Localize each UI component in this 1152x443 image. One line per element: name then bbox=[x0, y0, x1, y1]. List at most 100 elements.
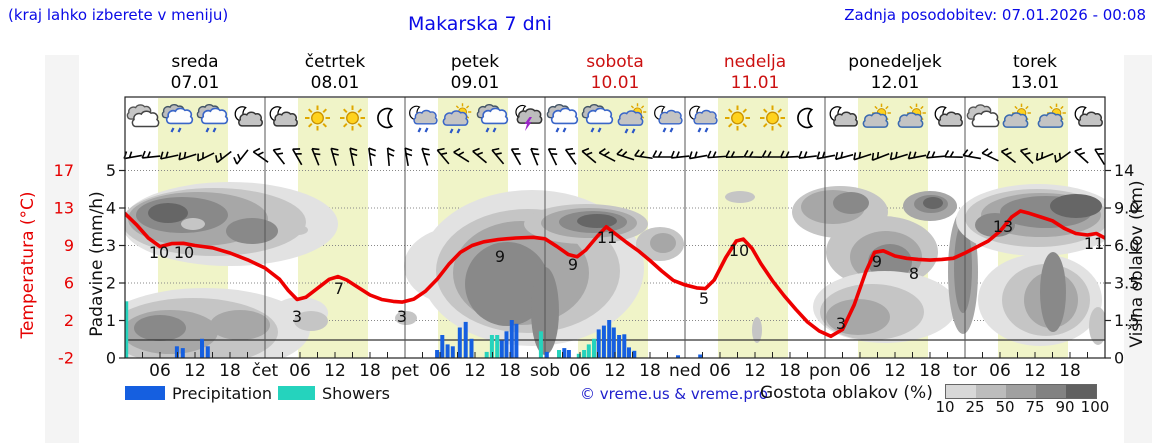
weather-icon-moon bbox=[378, 109, 392, 128]
hour-label: 06 bbox=[709, 361, 731, 381]
page-title: Makarska 7 dni bbox=[408, 13, 552, 35]
cloud-blob bbox=[148, 203, 188, 223]
day-name: sreda bbox=[171, 52, 218, 72]
temperature-curve bbox=[125, 209, 1105, 339]
weather-icon-moon-cloud bbox=[935, 107, 962, 126]
wind-barb-icon bbox=[368, 146, 379, 167]
day-date: 11.01 bbox=[731, 73, 780, 93]
hour-label: 12 bbox=[184, 361, 206, 381]
wind-barb-icon bbox=[797, 148, 818, 159]
shower-bar bbox=[489, 335, 494, 358]
cloud-height-tick-label: 3.5 bbox=[1114, 274, 1139, 293]
temperature-tick-label: -2 bbox=[58, 349, 74, 368]
weather-icon-moon-cloud bbox=[235, 107, 262, 126]
weather-icon-rain bbox=[547, 105, 577, 132]
precipitation-bar bbox=[450, 346, 455, 358]
day-name: četrtek bbox=[305, 52, 366, 72]
temperature-value-label: 9 bbox=[495, 247, 505, 266]
weather-icon-storm bbox=[516, 106, 542, 131]
showers-swatch bbox=[278, 386, 315, 400]
showers-legend-label: Showers bbox=[322, 384, 390, 403]
shower-bar bbox=[538, 331, 543, 358]
precipitation-bar bbox=[698, 354, 703, 358]
weather-icon-sun bbox=[305, 106, 330, 131]
shower-bar bbox=[495, 335, 500, 358]
credit-link[interactable]: © vreme.us & vreme.pro bbox=[580, 385, 768, 403]
time-axis-labels: 06 12 18 06 12 18 čet 06 12 18 pet 06 12 18 sob 06 12 18 n… bbox=[142, 352, 1088, 381]
wind-barb-icon bbox=[1074, 145, 1094, 164]
hour-label: 06 bbox=[989, 361, 1011, 381]
cloud-density-legend-label: Gostota oblakov (%) bbox=[760, 383, 933, 403]
hour-label: 12 bbox=[324, 361, 346, 381]
precipitation-bar bbox=[457, 327, 462, 358]
colorbar-scale-value: 25 bbox=[965, 398, 985, 416]
temperature-value-label: 13 bbox=[993, 217, 1013, 236]
cloud-density-field bbox=[125, 182, 1105, 358]
precipitation-bar bbox=[617, 335, 622, 358]
wind-barb-icon bbox=[944, 149, 964, 158]
precipitation-bar bbox=[676, 355, 680, 358]
hour-label: 12 bbox=[604, 361, 626, 381]
precipitation-tick-label: 3 bbox=[106, 236, 116, 255]
precipitation-bar bbox=[445, 344, 450, 358]
wind-barb-icon bbox=[530, 145, 545, 167]
cloud-blob bbox=[395, 311, 417, 325]
precipitation-bar bbox=[622, 334, 627, 358]
temperature-value-label: 3 bbox=[836, 314, 846, 333]
day-date: 12.01 bbox=[871, 73, 920, 93]
precipitation-tick-label: 5 bbox=[106, 161, 116, 180]
cloud-blob bbox=[1050, 194, 1102, 218]
day-abbr-label: čet bbox=[252, 361, 279, 381]
wind-barb-icon bbox=[833, 147, 854, 161]
precipitation-bar bbox=[435, 350, 440, 358]
weather-icon-moon-cloud bbox=[1075, 107, 1102, 126]
temperature-value-label: 7 bbox=[334, 279, 344, 298]
precipitation-bar bbox=[544, 351, 549, 358]
cloud-height-tick-label: 6.0 bbox=[1114, 236, 1139, 255]
cloud-blob bbox=[226, 218, 278, 244]
precipitation-tick-label: 4 bbox=[106, 199, 116, 218]
precipitation-bar bbox=[627, 347, 631, 358]
shower-bar bbox=[576, 353, 581, 358]
weather-icon-moon-rain bbox=[690, 106, 717, 132]
cloud-blob bbox=[1089, 307, 1105, 345]
day-date: 10.01 bbox=[591, 73, 640, 93]
hour-label: 06 bbox=[429, 361, 451, 381]
colorbar-segment bbox=[1036, 385, 1066, 398]
day-name: sobota bbox=[586, 52, 644, 72]
weather-icon-moon-cloud bbox=[270, 107, 297, 126]
weather-icon-sun bbox=[340, 106, 365, 131]
temperature-value-label: 5 bbox=[699, 289, 709, 308]
shower-bar bbox=[557, 350, 561, 358]
weather-icon-moon-rain bbox=[410, 106, 437, 132]
wind-barb-icon bbox=[252, 145, 273, 163]
wind-barb-icon bbox=[404, 146, 416, 167]
cloud-blob bbox=[650, 233, 676, 253]
precipitation-bar bbox=[463, 321, 468, 358]
shower-bar bbox=[592, 338, 596, 358]
cloud-blob bbox=[465, 242, 549, 326]
hour-label: 18 bbox=[499, 361, 521, 381]
cloud-blob bbox=[923, 197, 943, 209]
colorbar-scale-value: 10 bbox=[935, 398, 955, 416]
wind-barb-icon bbox=[962, 148, 983, 160]
precipitation-bar bbox=[632, 350, 637, 358]
precipitation-bar bbox=[200, 338, 204, 358]
weather-icon-sun bbox=[760, 106, 785, 131]
hour-label: 06 bbox=[849, 361, 871, 381]
temperature-tick-label: 2 bbox=[64, 311, 74, 330]
precipitation-bar bbox=[566, 350, 571, 358]
cloud-height-tick-label: 9.0 bbox=[1114, 199, 1139, 218]
temperature-tick-label: 13 bbox=[54, 199, 74, 218]
temperature-value-label: 11 bbox=[597, 228, 617, 247]
hour-label: 18 bbox=[919, 361, 941, 381]
cloud-blob bbox=[975, 213, 1015, 237]
weather-icon-moon-cloud bbox=[830, 107, 857, 126]
day-abbr-label: sob bbox=[530, 361, 560, 381]
daylight-band bbox=[718, 98, 788, 358]
day-date: 08.01 bbox=[311, 73, 360, 93]
wind-barb-icon bbox=[1094, 145, 1111, 166]
precipitation-bar bbox=[562, 348, 567, 358]
temperature-curve-layer bbox=[125, 209, 1105, 339]
